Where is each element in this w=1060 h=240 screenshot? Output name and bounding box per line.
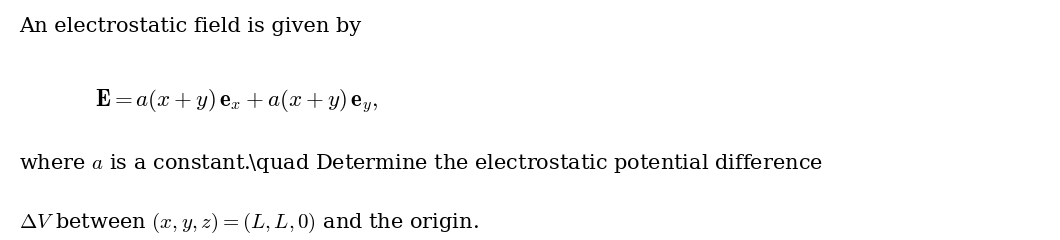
Text: where $a$ is a constant.\quad Determine the electrostatic potential difference: where $a$ is a constant.\quad Determine … bbox=[19, 152, 823, 175]
Text: $\Delta V$ between $(x, y, z) = (L, L, 0)$ and the origin.: $\Delta V$ between $(x, y, z) = (L, L, 0… bbox=[19, 211, 479, 235]
Text: An electrostatic field is given by: An electrostatic field is given by bbox=[19, 17, 361, 36]
Text: $\mathbf{E} = a(x + y)\,\mathbf{e}_x + a(x + y)\,\mathbf{e}_y,$: $\mathbf{E} = a(x + y)\,\mathbf{e}_x + a… bbox=[95, 88, 379, 116]
